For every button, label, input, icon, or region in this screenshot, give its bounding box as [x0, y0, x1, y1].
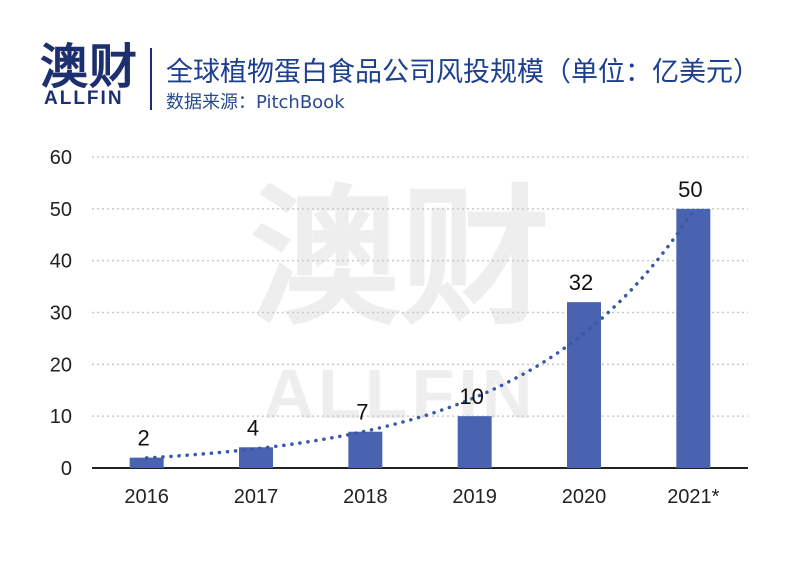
data-label: 7	[356, 400, 368, 425]
y-axis: 0 10 20 30 40 50 60	[50, 147, 748, 480]
chart-header: 澳财 ALLFIN 全球植物蛋白食品公司风投规模（单位：亿美元） 数据来源：Pi…	[0, 0, 800, 120]
logo-chinese: 澳财	[40, 39, 139, 95]
data-label: 50	[678, 177, 702, 202]
bar-2020	[567, 302, 601, 468]
watermark: 澳财 ALLFIN	[250, 172, 550, 433]
data-source: 数据来源：PitchBook	[166, 92, 345, 113]
bar-2017	[239, 447, 273, 468]
data-label: 2	[138, 426, 150, 451]
x-tick-label: 2020	[562, 486, 607, 508]
y-tick-label: 10	[50, 406, 72, 428]
chart-title: 全球植物蛋白食品公司风投规模（单位：亿美元）	[166, 57, 760, 88]
watermark-en: ALLFIN	[264, 355, 537, 433]
y-tick-label: 60	[50, 147, 72, 169]
bars	[129, 208, 711, 469]
x-tick-label: 2019	[452, 486, 497, 508]
bar-2016	[129, 457, 164, 468]
exponential-trendline	[144, 208, 696, 460]
x-tick-label: 2017	[234, 486, 279, 508]
y-tick-label: 50	[50, 199, 72, 221]
logo-english: ALLFIN	[44, 88, 124, 109]
data-label: 32	[569, 270, 593, 295]
y-tick-label: 30	[50, 303, 72, 325]
data-label: 4	[247, 415, 259, 440]
header-divider	[150, 48, 152, 110]
y-tick-label: 20	[50, 354, 72, 376]
x-tick-label: 2016	[124, 486, 169, 508]
x-tick-label: 2021*	[667, 486, 719, 508]
trendline	[144, 208, 696, 460]
y-tick-label: 40	[50, 251, 72, 273]
data-label: 10	[459, 384, 483, 409]
x-axis: 2016 2017 2018 2019 2020 2021*	[124, 486, 719, 508]
bar-2019	[457, 416, 492, 468]
x-tick-label: 2018	[343, 486, 388, 508]
watermark-cn: 澳财	[250, 172, 550, 346]
gridlines	[92, 156, 748, 417]
y-tick-label: 0	[61, 458, 72, 480]
bar-2021*	[676, 208, 711, 469]
bar-2018	[348, 431, 383, 468]
data-labels: 2 4 7 10 32 50	[138, 177, 703, 451]
